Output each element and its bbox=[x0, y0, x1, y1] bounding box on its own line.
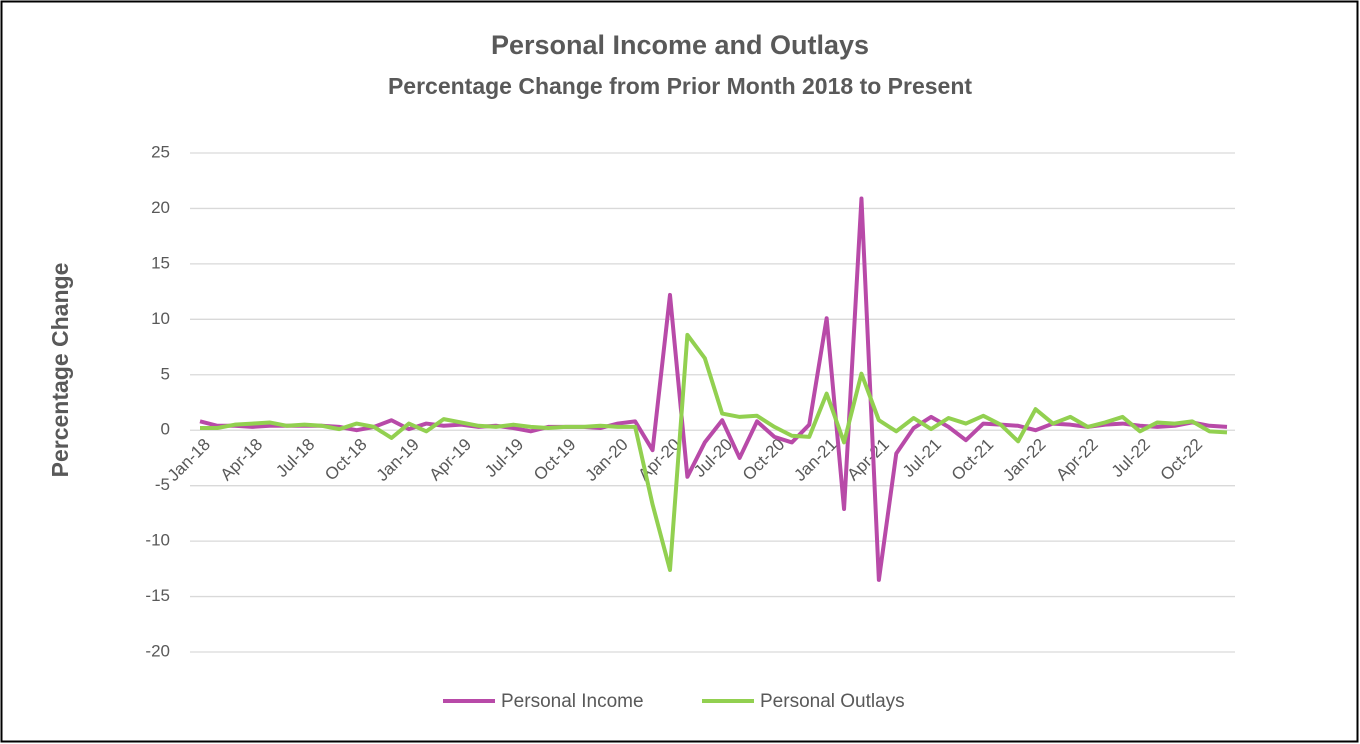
y-tick-label: 15 bbox=[151, 253, 170, 272]
y-tick-label: -20 bbox=[145, 641, 170, 660]
legend-label: Personal Income bbox=[501, 691, 644, 712]
series-line bbox=[200, 332, 1228, 572]
y-tick-label: -15 bbox=[145, 586, 170, 605]
y-tick-label: 25 bbox=[151, 142, 170, 161]
y-tick-label: 10 bbox=[151, 309, 170, 328]
y-tick-label: 5 bbox=[161, 364, 170, 383]
y-tick-label: -5 bbox=[155, 475, 170, 494]
y-tick-label: 0 bbox=[161, 420, 170, 439]
chart-subtitle: Percentage Change from Prior Month 2018 … bbox=[388, 73, 972, 99]
y-tick-label: -10 bbox=[145, 531, 170, 550]
legend-label: Personal Outlays bbox=[760, 691, 905, 712]
chart-title: Personal Income and Outlays bbox=[491, 30, 869, 60]
y-tick-label: 20 bbox=[151, 198, 170, 217]
y-axis-label: Percentage Change bbox=[47, 263, 73, 478]
